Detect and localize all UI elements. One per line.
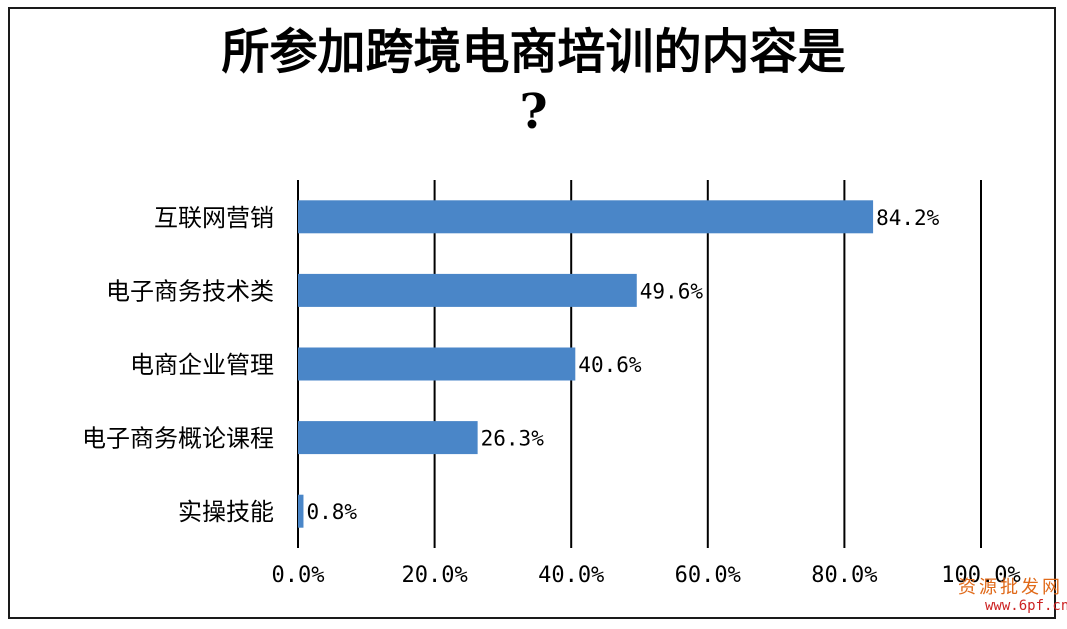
category-label: 电商企业管理	[130, 351, 274, 379]
bar	[298, 200, 874, 234]
data-label: 40.6%	[578, 353, 642, 377]
category-label: 电子商务技术类	[106, 277, 274, 305]
x-tick-label: 20.0%	[401, 563, 467, 588]
x-tick-label: 40.0%	[538, 563, 604, 588]
data-label: 26.3%	[481, 427, 545, 451]
bar	[298, 347, 576, 381]
chart-title-line2: ?	[519, 84, 548, 140]
chart-title-line1: 所参加跨境电商培训的内容是	[221, 24, 846, 80]
data-label: 49.6%	[640, 279, 704, 303]
chart-title: 所参加跨境电商培训的内容是 ?	[0, 22, 1067, 142]
x-tick-label: 0.0%	[272, 563, 325, 588]
chart-frame	[8, 7, 1056, 619]
data-label: 0.8%	[306, 500, 357, 524]
x-tick-label: 80.0%	[811, 563, 877, 588]
bar	[298, 273, 637, 307]
x-tick-label: 60.0%	[675, 563, 741, 588]
bar	[298, 494, 304, 528]
watermark-text: 资源批发网	[958, 577, 1063, 598]
bar	[298, 421, 478, 455]
watermark-url: www.6pf.cn	[985, 598, 1067, 614]
category-label: 实操技能	[178, 498, 274, 526]
category-label: 电子商务概论课程	[82, 425, 274, 453]
x-tick-label: 100.0%	[941, 563, 1020, 588]
data-label: 84.2%	[876, 206, 940, 230]
category-label: 互联网营销	[154, 204, 274, 232]
